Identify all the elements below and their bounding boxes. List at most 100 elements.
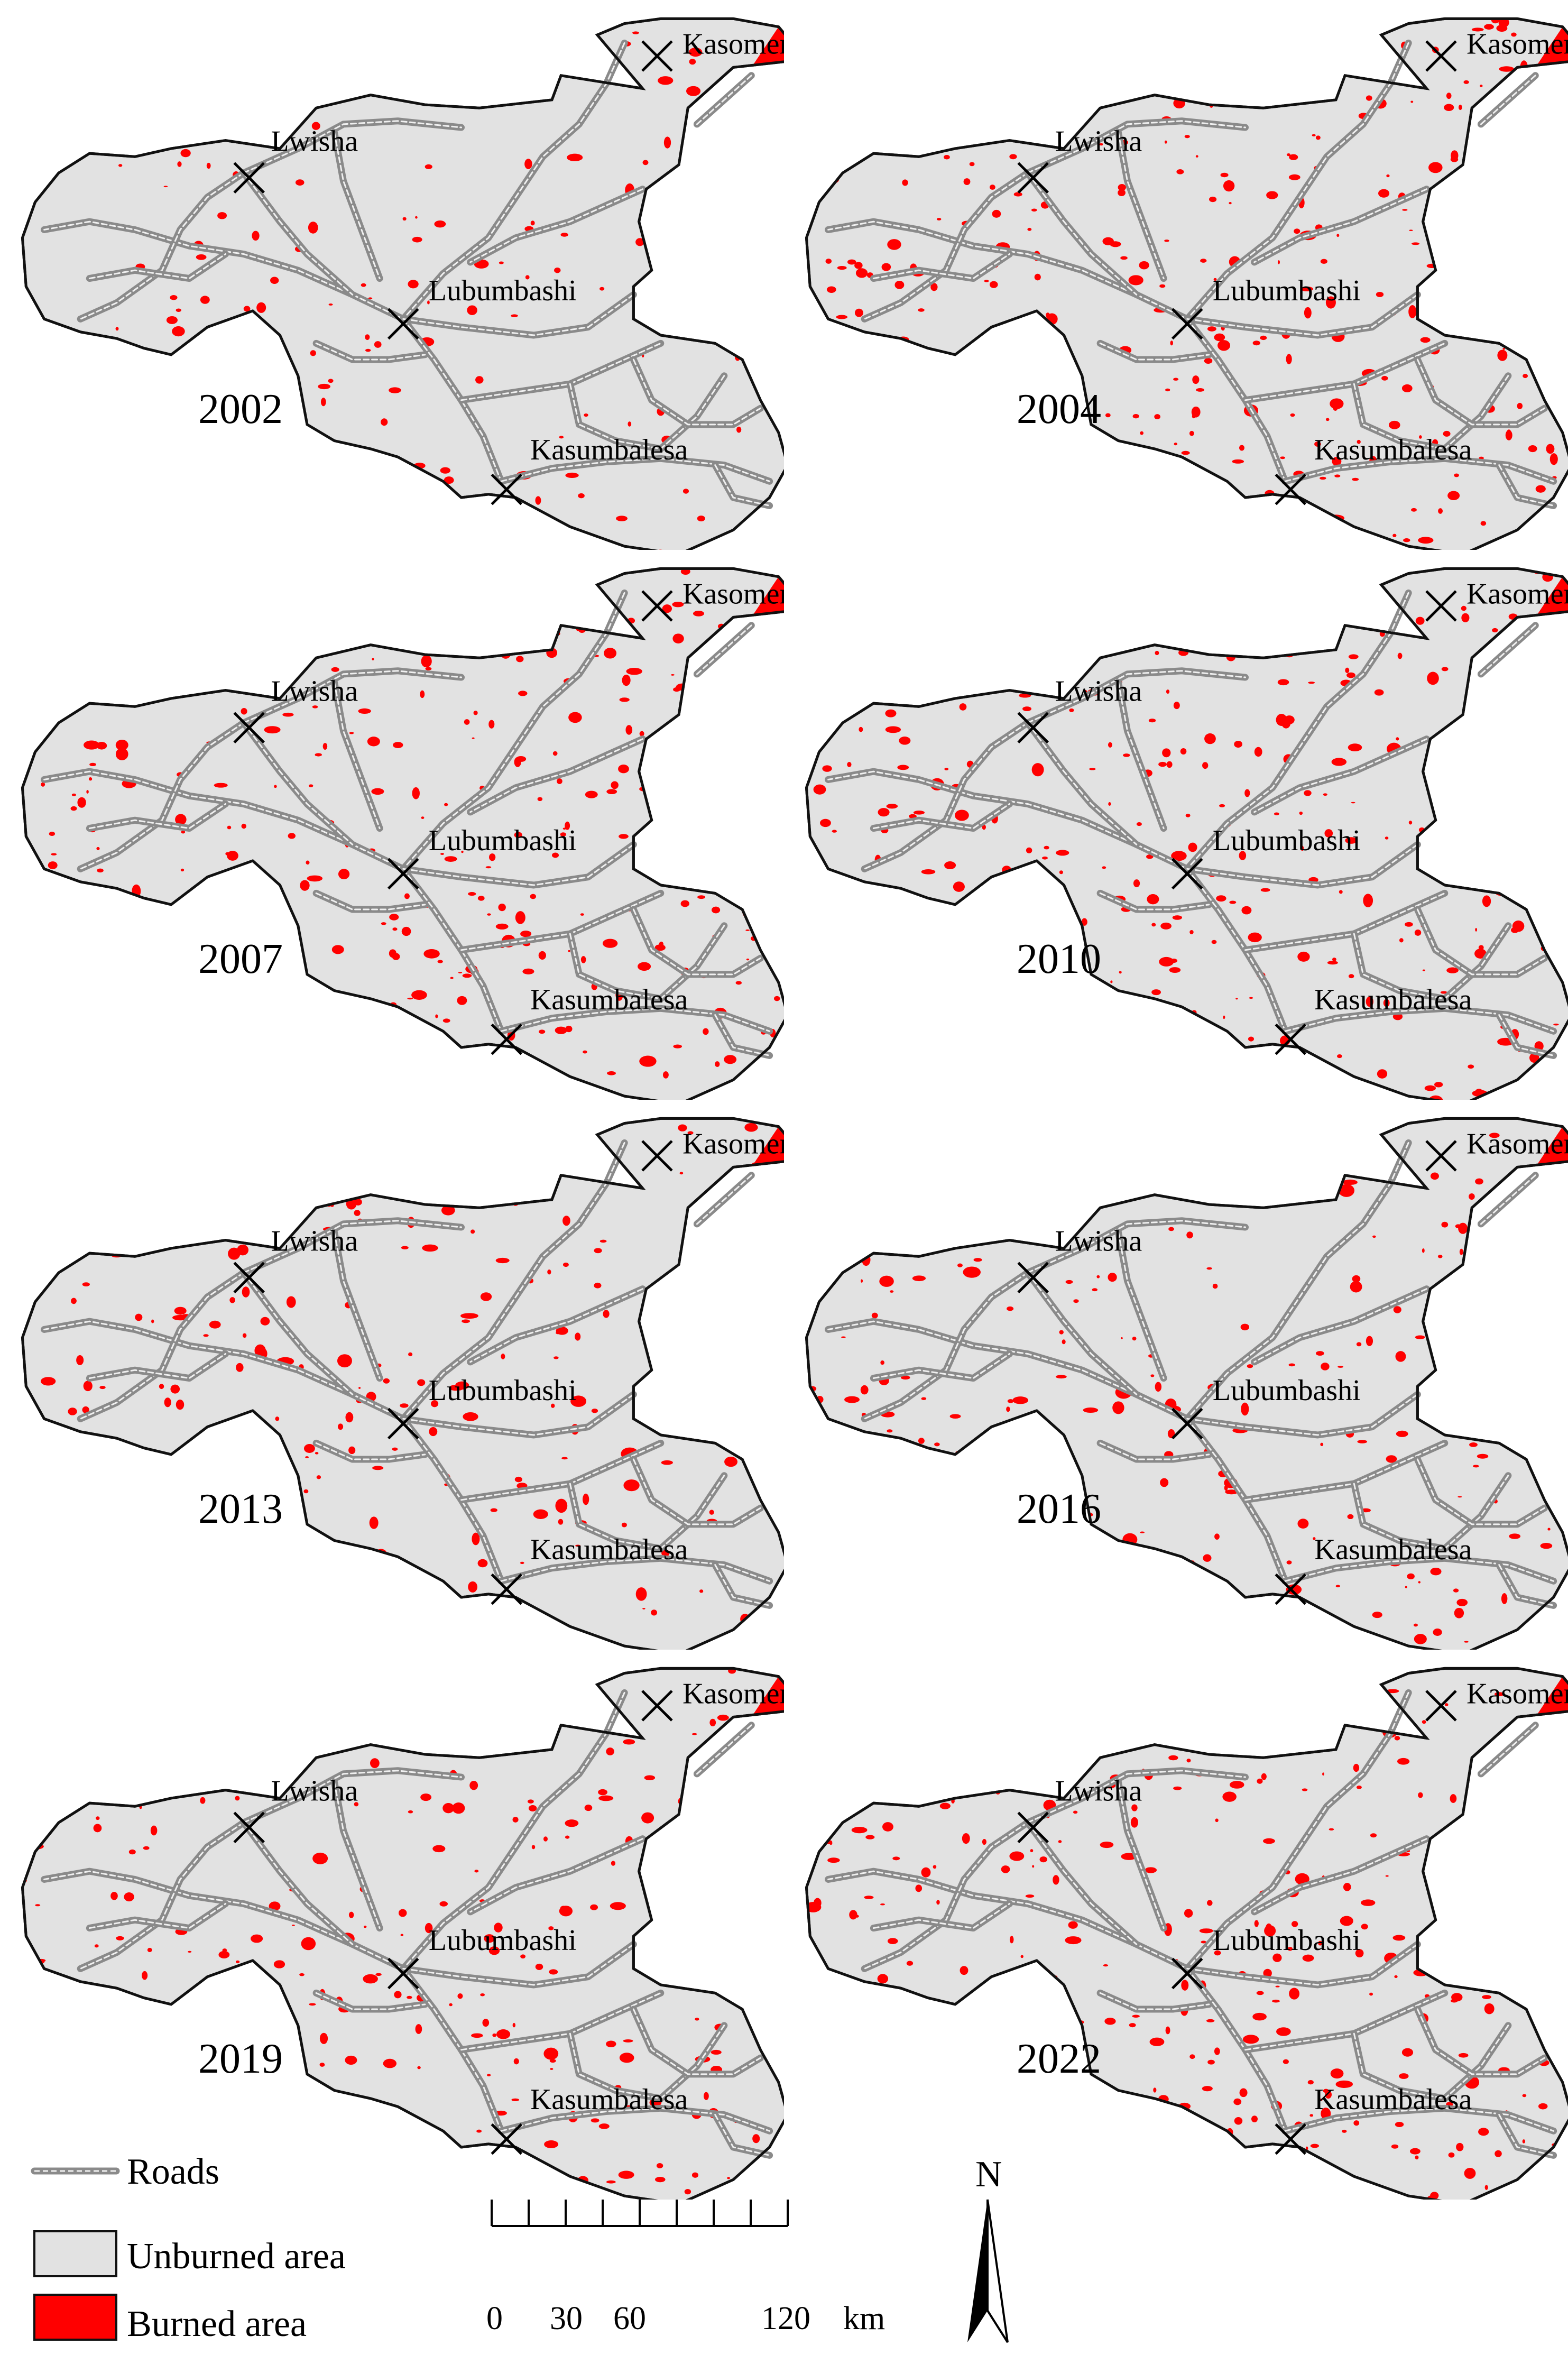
burned-patch — [143, 1493, 148, 1497]
burned-patch — [425, 667, 431, 670]
burned-patch — [723, 104, 737, 112]
burned-patch — [841, 1337, 846, 1338]
burned-patch — [580, 913, 584, 916]
burned-patch — [1202, 762, 1208, 769]
burned-patch — [688, 847, 698, 851]
legend-unburned: Unburned area — [34, 2231, 346, 2277]
burned-patch — [105, 1547, 110, 1552]
burned-patch — [883, 974, 888, 978]
burned-patch — [346, 1584, 352, 1592]
burned-patch — [185, 1078, 191, 1088]
burned-patch — [1035, 1140, 1040, 1146]
burned-patch — [1092, 1084, 1097, 1089]
burned-patch — [1520, 1092, 1528, 1097]
burned-patch — [1353, 2120, 1359, 2126]
burned-patch — [421, 816, 424, 819]
burned-patch — [354, 1210, 360, 1216]
burned-patch — [421, 655, 431, 667]
burned-patch — [1145, 1867, 1157, 1873]
burned-patch — [1054, 613, 1060, 620]
burned-patch — [420, 1793, 431, 1801]
burned-patch — [142, 1971, 147, 1980]
burned-patch — [1459, 105, 1462, 110]
burned-patch — [450, 1114, 458, 1125]
burned-patch — [621, 1722, 623, 1724]
burned-patch — [876, 1449, 887, 1452]
burned-patch — [357, 603, 366, 612]
burned-patch — [902, 944, 912, 949]
burned-patch — [516, 656, 523, 662]
burned-patch — [219, 1160, 224, 1164]
burned-patch — [1187, 1759, 1191, 1762]
burned-patch — [849, 1777, 855, 1784]
burned-patch — [1129, 1605, 1133, 1608]
burned-patch — [389, 914, 399, 921]
burned-patch — [1475, 707, 1482, 711]
burned-patch — [82, 1282, 90, 1286]
burned-patch — [435, 1116, 446, 1123]
burned-patch — [1169, 59, 1180, 63]
burned-patch — [1402, 384, 1413, 392]
burned-patch — [1174, 443, 1178, 445]
burned-patch — [598, 1789, 607, 1795]
burned-patch — [1164, 1560, 1168, 1564]
burned-patch — [1068, 1921, 1078, 1929]
burned-patch — [563, 1263, 569, 1267]
burned-patch — [211, 1676, 221, 1684]
burned-patch — [129, 50, 143, 54]
burned-patch — [927, 1158, 933, 1164]
burned-patch — [529, 1805, 537, 1811]
burned-patch — [1181, 1717, 1190, 1727]
burned-patch — [1124, 544, 1135, 550]
burned-patch — [303, 1489, 308, 1493]
burned-patch — [915, 924, 921, 926]
burned-patch — [744, 733, 755, 741]
burned-patch — [1181, 1980, 1188, 1990]
burned-patch — [919, 1600, 926, 1607]
burned-patch — [1021, 1136, 1028, 1141]
burned-patch — [1278, 679, 1289, 685]
burned-patch — [408, 280, 418, 288]
burned-patch — [1345, 668, 1349, 673]
burned-patch — [235, 1796, 239, 1800]
burned-patch — [557, 594, 562, 597]
burned-patch — [954, 386, 969, 393]
burned-patch — [832, 1044, 834, 1048]
burned-patch — [309, 2003, 316, 2006]
burned-patch — [1074, 488, 1077, 492]
burned-patch — [1214, 1533, 1220, 1540]
burned-patch — [337, 1749, 341, 1751]
burned-patch — [31, 660, 41, 666]
burned-patch — [1143, 492, 1153, 498]
burned-patch — [1207, 326, 1216, 332]
burned-patch — [468, 892, 476, 896]
burned-patch — [1396, 1431, 1408, 1437]
burned-patch — [1525, 1765, 1528, 1767]
burned-patch — [1348, 1514, 1354, 1519]
burned-patch — [1154, 414, 1160, 419]
year-label: 2016 — [1017, 1486, 1101, 1532]
burned-patch — [845, 334, 855, 340]
burned-patch — [163, 1201, 174, 1210]
burned-patch — [161, 1041, 171, 1048]
burned-patch — [543, 2048, 558, 2060]
burned-patch — [1122, 1012, 1131, 1020]
burned-patch — [1337, 1054, 1342, 1058]
burned-patch — [320, 1671, 324, 1675]
burned-patch — [107, 1185, 114, 1192]
burned-patch — [1286, 354, 1292, 364]
burned-patch — [1069, 709, 1074, 712]
burned-patch — [214, 783, 228, 788]
burned-patch — [1244, 565, 1249, 568]
burned-patch — [1484, 1822, 1498, 1831]
burned-patch — [164, 186, 168, 187]
burned-patch — [1269, 1741, 1276, 1745]
burned-patch — [463, 1412, 478, 1421]
burned-patch — [1482, 895, 1491, 907]
burned-patch — [520, 1562, 524, 1564]
burned-patch — [326, 1031, 335, 1041]
burned-patch — [1140, 1531, 1145, 1533]
burned-patch — [1562, 1797, 1565, 1800]
burned-patch — [78, 1153, 94, 1165]
burned-patch — [863, 1688, 870, 1691]
